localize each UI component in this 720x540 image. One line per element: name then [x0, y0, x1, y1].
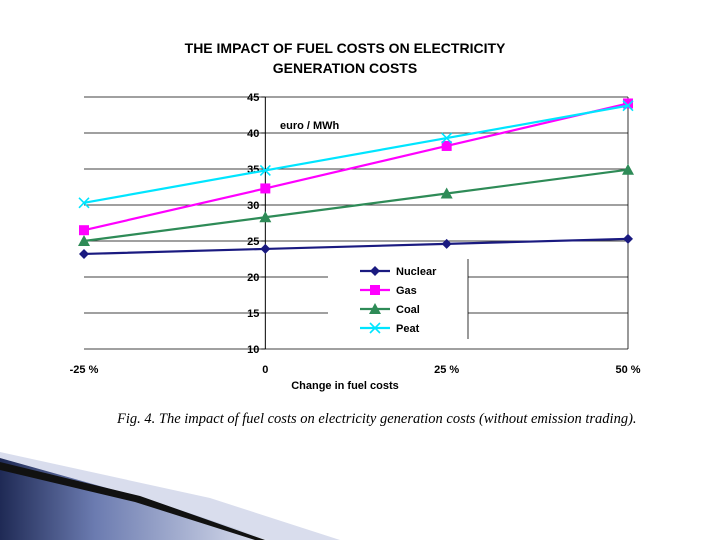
legend-label-gas: Gas: [396, 285, 417, 297]
series-layer: [78, 98, 634, 259]
point-gas-3: [623, 98, 633, 109]
corner-shape-dark-stripe: [0, 462, 265, 540]
point-coal-1: [259, 211, 272, 223]
legend-marker-peat: [369, 322, 381, 334]
point-nuclear-0: [79, 248, 89, 259]
point-gas-1: [260, 183, 271, 194]
chart-title-line-1: THE IMPACT OF FUEL COSTS ON ELECTRICITY: [184, 40, 506, 56]
chart-title-line-2: GENERATION COSTS: [272, 60, 418, 76]
point-peat-0-stroke-b: [78, 197, 90, 209]
point-gas-0: [79, 225, 89, 236]
unit-label: euro / MWh: [280, 120, 340, 132]
point-coal-0: [78, 235, 90, 246]
x-axis-title: Change in fuel costs: [291, 380, 399, 392]
y-tick-label-45: 45: [247, 92, 259, 104]
series-line-gas: [83, 102, 629, 232]
chart-title: THE IMPACT OF FUEL COSTS ON ELECTRICITY …: [120, 38, 570, 78]
x-tick-label-1: 0: [262, 364, 268, 376]
point-gas-2: [441, 140, 452, 151]
legend-label-coal: Coal: [396, 304, 420, 316]
point-peat-1: [259, 164, 271, 177]
y-tick-label-20: 20: [247, 272, 259, 284]
point-coal-3: [622, 163, 634, 175]
point-peat-2-stroke-b: [441, 132, 453, 144]
point-peat-3: [622, 100, 634, 112]
legend-marker-gas: [370, 285, 380, 295]
y-tick-label-10: 10: [247, 344, 259, 356]
y-tick-label-25: 25: [247, 236, 259, 248]
series-line-nuclear: [83, 237, 629, 256]
figure-caption: Fig. 4. The impact of fuel costs on elec…: [117, 411, 637, 427]
point-nuclear-1: [260, 243, 271, 254]
legend-marker-nuclear: [370, 266, 380, 276]
y-tick-label-15: 15: [247, 308, 259, 320]
x-tick-label-3: 50 %: [615, 364, 640, 376]
x-tick-label-2: 25 %: [434, 364, 459, 376]
point-peat-1-stroke-b: [259, 164, 271, 177]
point-coal-2: [440, 187, 453, 199]
point-peat-2: [441, 132, 453, 144]
series-line-coal: [83, 168, 629, 243]
legend: Nuclear Gas Coal Peat: [328, 259, 469, 339]
legend-marker-coal: [369, 303, 381, 314]
point-nuclear-3: [623, 233, 633, 244]
y-tick-label-30: 30: [247, 200, 259, 212]
x-tick-label-0: -25 %: [70, 364, 99, 376]
point-peat-0: [78, 197, 90, 209]
legend-label-peat: Peat: [396, 323, 420, 335]
series-line-peat: [83, 104, 629, 204]
legend-marker-peat-stroke-b: [369, 322, 381, 334]
legend-box: [328, 259, 468, 339]
legend-label-nuclear: Nuclear: [396, 266, 437, 278]
point-nuclear-2: [441, 238, 452, 249]
y-tick-label-40: 40: [247, 128, 259, 140]
point-peat-3-stroke-b: [622, 100, 634, 112]
